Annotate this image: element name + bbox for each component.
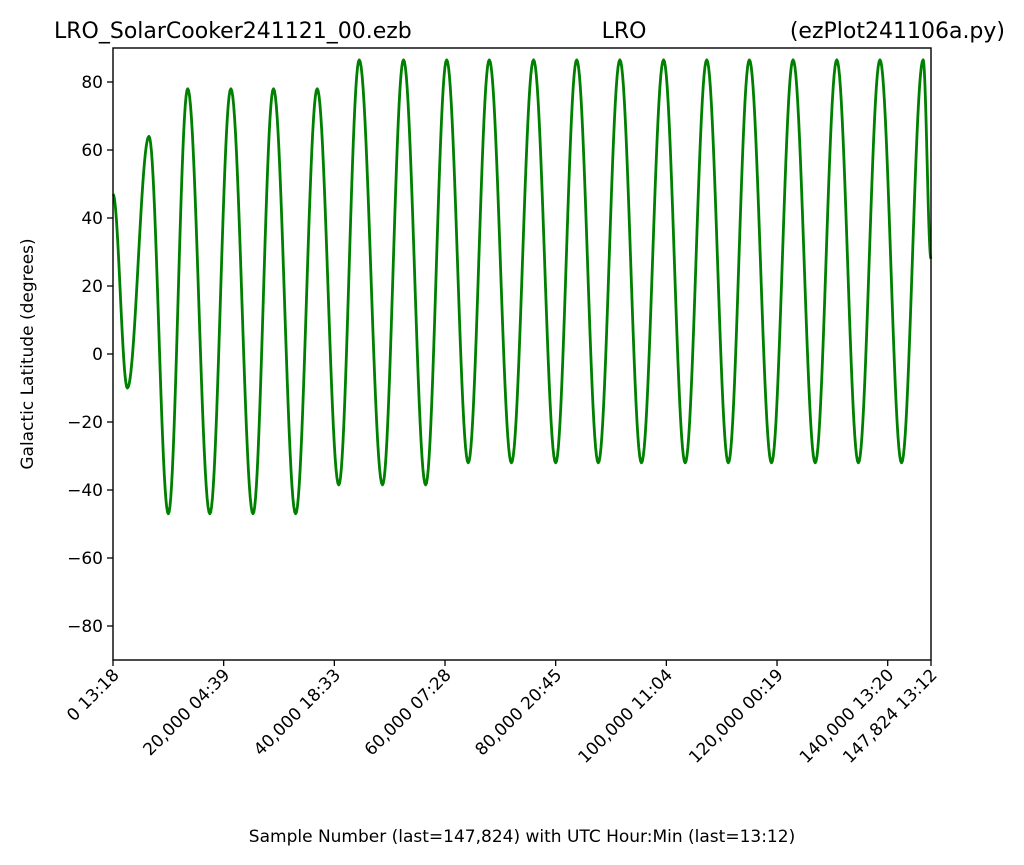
x-tick-label: 20,000 04:39 xyxy=(140,665,235,760)
x-tick-label: 80,000 20:45 xyxy=(472,665,567,760)
y-tick-label: 0 xyxy=(92,345,103,365)
series-line-0 xyxy=(111,58,933,516)
y-axis-ticks: 80 60 40 20 0 −20 −40 −60 −80 xyxy=(67,73,113,637)
chart-title-center: LRO xyxy=(602,19,647,44)
y-tick-label: −40 xyxy=(67,481,103,501)
y-tick-label: 80 xyxy=(81,73,103,93)
x-axis-label: Sample Number (last=147,824) with UTC Ho… xyxy=(249,827,795,847)
y-tick-label: −60 xyxy=(67,549,103,569)
y-tick-label: −20 xyxy=(67,413,103,433)
x-tick-label: 120,000 00:19 xyxy=(685,665,787,767)
plot-frame xyxy=(112,47,932,661)
y-tick-label: 60 xyxy=(81,141,103,161)
data-line-group xyxy=(111,58,933,516)
x-axis-ticks: 0 13:18 20,000 04:39 40,000 18:33 60,000 07… xyxy=(63,660,942,768)
chart-title-right: (ezPlot241106a.py) xyxy=(790,19,1005,44)
y-tick-label: −80 xyxy=(67,617,103,637)
y-tick-label: 20 xyxy=(81,277,103,297)
x-tick-label: 60,000 07:28 xyxy=(361,665,456,760)
x-tick-label: 0 13:18 xyxy=(63,665,123,725)
y-axis-label: Galactic Latitude (degrees) xyxy=(18,238,38,469)
chart-title-left: LRO_SolarCooker241121_00.ezb xyxy=(54,19,412,44)
y-tick-label: 40 xyxy=(81,209,103,229)
x-tick-label: 40,000 18:33 xyxy=(250,665,345,760)
x-tick-label: 100,000 11:04 xyxy=(575,665,677,767)
